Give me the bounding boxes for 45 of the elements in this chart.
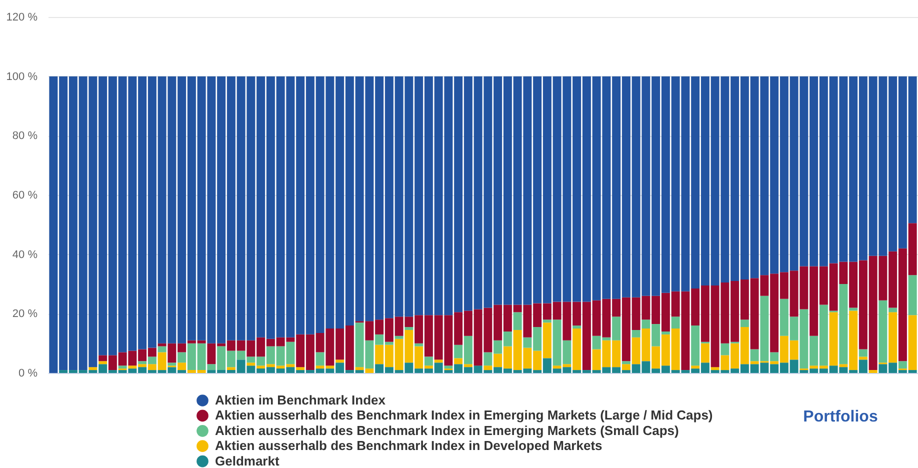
bar [424, 356, 433, 366]
bar [394, 336, 404, 339]
bar [868, 370, 878, 373]
y-tick-label: 0 % [18, 368, 38, 380]
bar [98, 361, 108, 364]
legend-label: Aktien im Benchmark Index [215, 392, 386, 408]
bar [118, 366, 127, 369]
bar [632, 330, 640, 338]
legend-label: Aktien ausserhalb des Benchmark Index in Emerging Markets (Small Caps) [215, 422, 679, 438]
bar [168, 362, 176, 366]
bar [898, 361, 907, 369]
x-axis-title: Portfolios [803, 408, 878, 426]
bar [464, 364, 472, 368]
bar [414, 343, 424, 346]
bar [691, 366, 700, 369]
bar [513, 312, 522, 330]
bar [336, 360, 344, 363]
legend-label: Aktien ausserhalb des Benchmark Index in Developed Markets [215, 438, 602, 454]
bar [226, 367, 236, 370]
legend-label: Geldmarkt [215, 453, 280, 468]
bar [444, 366, 453, 369]
bar [720, 343, 730, 356]
bar [622, 361, 630, 364]
y-tick-label: 120 % [6, 12, 38, 24]
y-tick-label: 60 % [12, 190, 38, 202]
bar [858, 349, 868, 357]
y-tick-label: 100 % [6, 70, 38, 83]
bar [454, 358, 463, 364]
bar [316, 352, 324, 366]
bar [434, 360, 443, 363]
bar [572, 326, 582, 328]
bar [296, 367, 305, 370]
bar [246, 362, 256, 366]
bar [740, 320, 749, 328]
y-tick-label: 40 % [12, 248, 38, 261]
bar [158, 346, 166, 352]
bar [88, 367, 98, 370]
bar [671, 316, 680, 328]
bar [404, 327, 414, 330]
y-tick-label: 80 % [12, 130, 38, 142]
bar [700, 343, 710, 363]
bar [888, 312, 898, 363]
legend-label: Aktien ausserhalb des Benchmark Index in Emerging Markets (Large / Mid Caps) [215, 408, 713, 423]
y-tick-label: 20 % [12, 308, 38, 320]
bar [908, 275, 917, 316]
